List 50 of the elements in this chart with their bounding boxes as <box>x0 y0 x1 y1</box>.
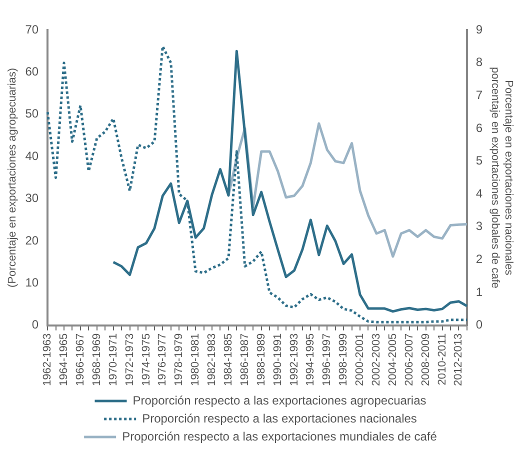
y2-tick-label: 5 <box>476 154 483 168</box>
x-tick-label: 1988-1989 <box>255 333 268 386</box>
x-tick-label: 2000-2001 <box>354 333 366 386</box>
x-tick-label: 1984-1985 <box>222 333 234 386</box>
x-tick-label: 1998-1999 <box>338 333 350 386</box>
x-tick-label: 1982-1983 <box>206 333 218 386</box>
y-tick-label: 0 <box>32 318 39 332</box>
x-tick-label: 1980-1981 <box>190 333 202 386</box>
x-tick-label: 1976-1977 <box>156 333 169 386</box>
legend-label: Proporción respecto a las exportaciones mundiales de café <box>122 429 438 444</box>
y2-tick-label: 2 <box>476 252 483 266</box>
y2-tick-label: 1 <box>476 284 483 299</box>
x-tick-label: 1974-1975 <box>140 333 152 386</box>
y-tick-label: 70 <box>25 22 39 36</box>
x-tick-label: 2010-2011 <box>436 333 448 386</box>
x-tick-label: 2004-2005 <box>386 333 399 386</box>
x-tick-label: 1966-1967 <box>74 333 86 386</box>
y-tick-label: 20 <box>25 233 39 248</box>
line-series <box>46 45 468 324</box>
y-axis-title: (Porcentaje en exportaciones agropecuarias) <box>6 68 19 288</box>
x-tick-label: 2002-2003 <box>370 333 383 386</box>
y-tick-label: 40 <box>25 148 39 163</box>
y2-tick-label: 0 <box>476 318 483 332</box>
x-tick-label: 1970-1971 <box>107 333 120 386</box>
legend-label: Proporción respecto a las exportaciones agropecuarias <box>132 393 426 408</box>
x-tick-label: 2006-2007 <box>403 333 416 386</box>
legend-label: Proporción respecto a las exportaciones nacionales <box>142 411 417 426</box>
y-tick-label: 10 <box>25 276 39 290</box>
y2-tick-label: 3 <box>476 219 483 234</box>
x-tick-label: 1962-1963 <box>42 333 54 386</box>
x-tick-label: 1972-1973 <box>124 333 136 386</box>
x-tick-label: 1990-1991 <box>272 333 284 386</box>
x-tick-label: 1994-1995 <box>304 333 317 386</box>
y-tick-label: 30 <box>25 191 39 206</box>
y2-tick-label: 7 <box>476 88 483 102</box>
x-tick-label: 1992-1993 <box>288 333 300 386</box>
x-tick-label: 1964-1965 <box>58 333 70 386</box>
x-tick-label: 1968-1969 <box>90 333 103 386</box>
x-tick-label: 2012-2013 <box>452 333 465 386</box>
y2-tick-label: 9 <box>476 22 483 36</box>
y2-axis-title: Porcentaje en exportaciones nacionales porcentaje en exportaciones globales de cafe <box>489 67 514 288</box>
y2-tick-label: 6 <box>476 120 483 135</box>
x-tick-label: 1978-1979 <box>173 333 186 386</box>
y-tick-label: 60 <box>25 64 39 79</box>
y2-tick-label: 8 <box>476 55 483 70</box>
x-tick-label: 2008-2009 <box>420 333 432 386</box>
x-tick-label: 1996-1997 <box>321 333 334 386</box>
y-tick-label: 50 <box>25 106 39 121</box>
y2-tick-label: 4 <box>476 186 483 200</box>
x-tick-label: 1986-1987 <box>238 333 251 386</box>
